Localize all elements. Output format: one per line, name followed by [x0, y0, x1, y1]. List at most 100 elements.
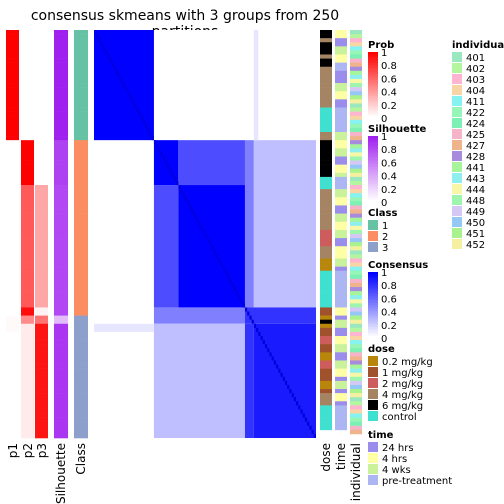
p1-cell: [6, 336, 19, 341]
p2-cell: [21, 315, 34, 320]
consensus-legend-swatch: [368, 276, 378, 279]
time-cell: [335, 62, 347, 68]
p3-cell: [35, 148, 48, 153]
time-cell: [335, 103, 347, 108]
p1-cell: [6, 103, 19, 108]
individual-legend-swatch: [452, 162, 462, 172]
consensus-legend-swatch: [368, 296, 378, 299]
class-cell: [74, 189, 88, 194]
p3-cell: [35, 393, 48, 398]
p1-cell: [6, 262, 19, 267]
individual-legend-swatch: [452, 63, 462, 73]
dose-cell: [320, 356, 332, 361]
p2-cell: [21, 70, 34, 76]
individual-cell: [350, 144, 362, 149]
p1-cell: [6, 401, 19, 406]
class-cell: [74, 217, 88, 223]
diagonal-cell: [120, 78, 123, 84]
silhouette-legend-swatch: [368, 177, 378, 181]
silhouette-cell: [54, 54, 68, 59]
silhouette-cell: [54, 340, 68, 345]
silhouette-cell: [54, 401, 68, 406]
p3-cell: [35, 193, 48, 198]
diagonal-cell: [211, 246, 214, 251]
individual-legend-label: 424: [466, 119, 485, 130]
dose-cell: [320, 376, 332, 382]
time-cell: [335, 127, 347, 133]
p1-cell: [6, 295, 19, 300]
silhouette-cell: [54, 278, 68, 284]
class-cell: [74, 160, 88, 165]
p1-cell: [6, 258, 19, 263]
individual-legend-swatch: [452, 217, 462, 227]
silhouette-cell: [54, 413, 68, 418]
p2-cell: [21, 99, 34, 104]
class-cell: [74, 54, 88, 59]
time-cell: [335, 405, 347, 410]
silhouette-legend-swatch: [368, 175, 378, 179]
silhouette-cell: [54, 270, 68, 276]
class-cell: [74, 405, 88, 410]
prob-legend-swatch: [368, 63, 378, 66]
p2-cell: [21, 234, 34, 239]
silhouette-cell: [54, 336, 68, 341]
p3-cell: [35, 397, 48, 402]
dose-legend-label: 4 mg/kg: [382, 390, 423, 401]
time-cell: [335, 360, 347, 365]
class-cell: [74, 376, 88, 382]
prob-legend-swatch: [368, 107, 378, 110]
individual-legend-swatch: [452, 151, 462, 161]
class-cell: [74, 401, 88, 406]
p2-cell: [21, 34, 34, 39]
individual-cell: [350, 246, 362, 251]
dose-legend-swatch: [368, 411, 378, 421]
time-cell: [335, 156, 347, 161]
p3-cell: [35, 42, 48, 47]
p1-cell: [6, 242, 19, 247]
silhouette-legend-swatch: [368, 142, 378, 146]
p3-cell: [35, 413, 48, 418]
diagonal-cell: [313, 433, 316, 438]
class-legend-label: 3: [382, 243, 388, 254]
p2-cell: [21, 197, 34, 202]
consensus-legend-swatch: [368, 316, 378, 319]
p1-cell: [6, 74, 19, 80]
class-cell: [74, 127, 88, 133]
individual-cell: [350, 336, 362, 341]
p2-cell: [21, 193, 34, 198]
column-label-p3: p3: [35, 443, 49, 458]
p2-cell: [21, 30, 34, 35]
consensus-legend-swatch: [368, 333, 378, 337]
silhouette-legend-swatch: [368, 162, 378, 165]
individual-cell: [350, 295, 362, 300]
individual-cell: [350, 152, 362, 157]
p3-cell: [35, 401, 48, 406]
p3-cell: [35, 111, 48, 116]
individual-legend-swatch: [452, 184, 462, 194]
diagonal-cell: [262, 340, 265, 345]
class-cell: [74, 274, 88, 280]
time-cell: [335, 111, 347, 116]
silhouette-cell: [54, 34, 68, 39]
p3-cell: [35, 58, 48, 63]
dose-cell: [320, 384, 332, 390]
silhouette-legend-swatch: [368, 147, 378, 150]
p2-cell: [21, 433, 34, 439]
dose-cell: [320, 323, 332, 329]
p1-cell: [6, 95, 19, 100]
diagonal-cell: [176, 180, 179, 186]
dose-cell: [320, 30, 332, 35]
class-cell: [74, 30, 88, 35]
p3-cell: [35, 156, 48, 161]
p1-cell: [6, 368, 19, 374]
diagonal-cell: [193, 213, 197, 218]
p1-cell: [6, 417, 19, 422]
individual-cell: [350, 148, 362, 153]
individual-legend-label: 425: [466, 130, 485, 141]
p3-cell: [35, 327, 48, 333]
individual-legend-label: 444: [466, 185, 485, 196]
dose-cell: [320, 103, 332, 108]
p1-cell: [6, 46, 19, 51]
dose-cell: [320, 201, 332, 206]
individual-cell: [350, 413, 362, 418]
